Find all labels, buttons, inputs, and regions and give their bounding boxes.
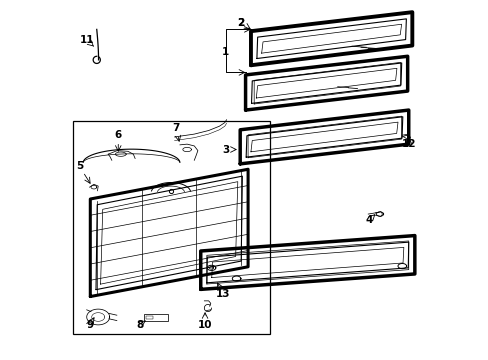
Text: 12: 12 [401, 139, 415, 149]
Text: 5: 5 [76, 161, 83, 171]
Text: 11: 11 [79, 35, 94, 45]
Text: 2: 2 [237, 18, 244, 28]
Text: 9: 9 [86, 320, 93, 329]
Text: 3: 3 [222, 144, 229, 154]
Text: 10: 10 [198, 320, 212, 329]
Text: 2: 2 [237, 18, 244, 28]
Text: 7: 7 [172, 123, 180, 133]
Text: 1: 1 [222, 46, 229, 57]
Bar [146, 316, 153, 319]
Text: 4: 4 [365, 215, 372, 225]
Text: 13: 13 [215, 289, 230, 299]
Text: 6: 6 [114, 130, 122, 140]
Bar [73, 121, 269, 334]
Bar [144, 314, 168, 320]
Text: 8: 8 [136, 320, 143, 329]
